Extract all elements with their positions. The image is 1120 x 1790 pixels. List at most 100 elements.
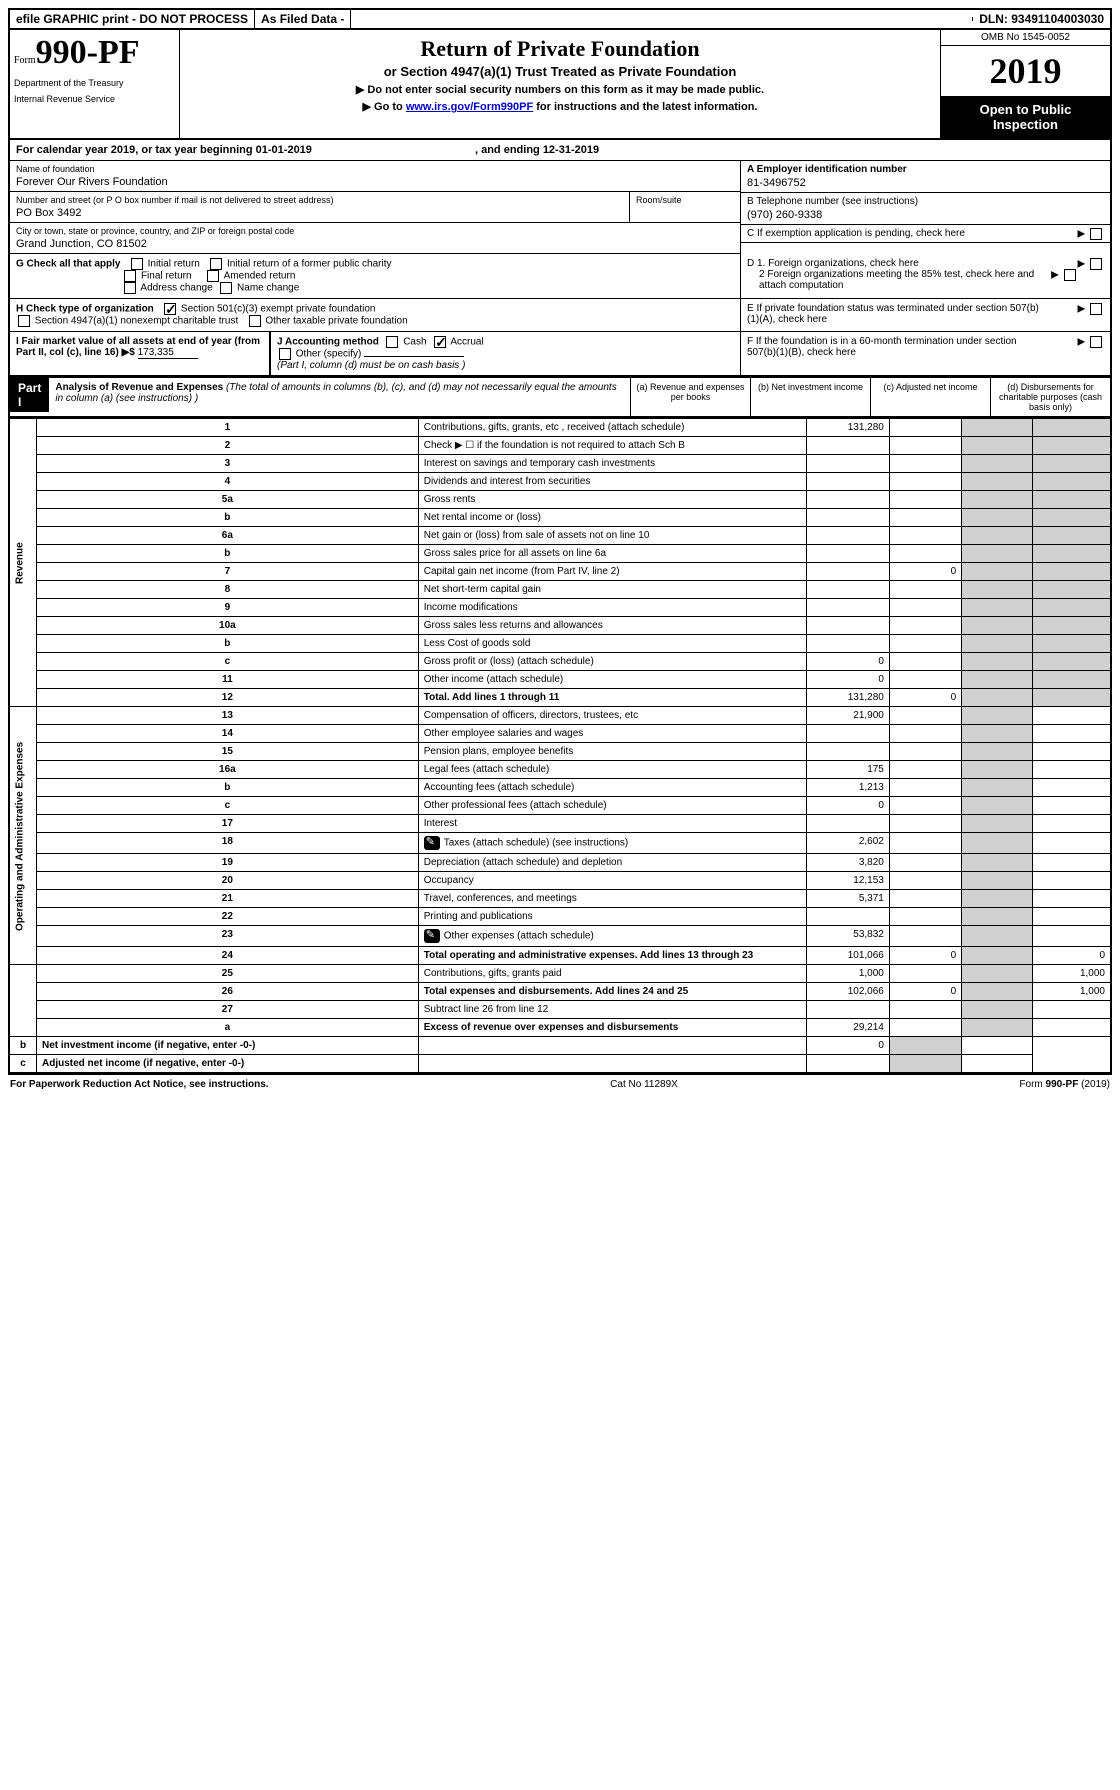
table-row: 4Dividends and interest from securities: [9, 473, 1111, 491]
chk-accrual[interactable]: [434, 336, 446, 348]
line-description: Excess of revenue over expenses and disb…: [418, 1019, 807, 1037]
cell-col-d: [1032, 833, 1111, 854]
line-description: Travel, conferences, and meetings: [418, 890, 807, 908]
tax-year: 2019: [941, 46, 1110, 96]
cell-col-b: 0: [807, 1037, 889, 1055]
line-number: c: [37, 653, 419, 671]
form-header: Form990-PF Department of the Treasury In…: [8, 30, 1112, 140]
topbar-spacer: [351, 17, 973, 21]
table-row: 8Net short-term capital gain: [9, 581, 1111, 599]
line-number: 8: [37, 581, 419, 599]
line-number: 12: [37, 689, 419, 707]
asfiled-label: As Filed Data -: [255, 10, 351, 28]
exemption-checkbox[interactable]: [1090, 228, 1102, 240]
table-row: bNet rental income or (loss): [9, 509, 1111, 527]
cell-col-b: 0: [889, 689, 961, 707]
section-f: F If the foundation is in a 60-month ter…: [740, 332, 1110, 375]
ein-value: 81-3496752: [747, 177, 1104, 189]
cell-col-a: [418, 1055, 807, 1074]
chk-other-method[interactable]: [279, 348, 291, 360]
cell-col-d: [1032, 473, 1111, 491]
cell-col-d: [1032, 908, 1111, 926]
chk-final[interactable]: [124, 270, 136, 282]
col-a-header: (a) Revenue and expenses per books: [630, 378, 750, 416]
cell-col-b: [889, 872, 961, 890]
section-i-j: I Fair market value of all assets at end…: [10, 332, 740, 375]
cell-col-c: [962, 761, 1032, 779]
form-number-box: Form990-PF Department of the Treasury In…: [10, 30, 180, 138]
chk-f[interactable]: [1090, 336, 1102, 348]
line-description: Net rental income or (loss): [418, 509, 807, 527]
line-description: Net gain or (loss) from sale of assets n…: [418, 527, 807, 545]
cell-col-b: [889, 797, 961, 815]
cell-col-d: [1032, 707, 1111, 725]
page-footer: For Paperwork Reduction Act Notice, see …: [8, 1074, 1112, 1094]
cell-col-c: [962, 509, 1032, 527]
cell-col-d: [962, 1037, 1032, 1055]
top-bar: efile GRAPHIC print - DO NOT PROCESS As …: [8, 8, 1112, 30]
line-number: 11: [37, 671, 419, 689]
cell-col-d: [1032, 1019, 1111, 1037]
cell-col-a: 1,000: [807, 965, 889, 983]
cell-col-c: [962, 833, 1032, 854]
attachment-icon[interactable]: [424, 836, 440, 850]
cell-col-d: [1032, 527, 1111, 545]
line-number: 22: [37, 908, 419, 926]
chk-initial[interactable]: [131, 258, 143, 270]
cell-col-d: [962, 1055, 1032, 1074]
cell-col-a: [807, 437, 889, 455]
line-description: Check ▶ ☐ if the foundation is not requi…: [418, 437, 807, 455]
line-number: 24: [37, 947, 419, 965]
cell-col-c: [962, 419, 1032, 437]
cell-col-b: [889, 833, 961, 854]
cell-col-c: [962, 635, 1032, 653]
line-description: Gross sales price for all assets on line…: [418, 545, 807, 563]
table-row: 19Depreciation (attach schedule) and dep…: [9, 854, 1111, 872]
cell-col-a: 0: [807, 797, 889, 815]
chk-address[interactable]: [124, 282, 136, 294]
chk-cash[interactable]: [386, 336, 398, 348]
footer-mid: Cat No 11289X: [610, 1079, 678, 1090]
cell-col-b: [889, 815, 961, 833]
cell-col-c: [962, 779, 1032, 797]
cell-col-b: [889, 965, 961, 983]
chk-name[interactable]: [220, 282, 232, 294]
line-number: 1: [37, 419, 419, 437]
cell-col-c: [962, 854, 1032, 872]
line-description: Other income (attach schedule): [418, 671, 807, 689]
cell-col-d: 0: [1032, 947, 1111, 965]
chk-d1[interactable]: [1090, 258, 1102, 270]
cell-col-a: [807, 509, 889, 527]
cell-col-a: [807, 599, 889, 617]
line-number: 27: [37, 1001, 419, 1019]
line-description: Less Cost of goods sold: [418, 635, 807, 653]
line-number: 14: [37, 725, 419, 743]
line-number: 23: [37, 926, 419, 947]
section-h: H Check type of organization Section 501…: [10, 299, 740, 331]
chk-501c3[interactable]: [164, 303, 176, 315]
part1-header-row: Part I Analysis of Revenue and Expenses …: [8, 377, 1112, 418]
cell-col-c: [962, 581, 1032, 599]
chk-4947[interactable]: [18, 315, 30, 327]
line-description: Net investment income (if negative, ente…: [37, 1037, 419, 1055]
chk-e[interactable]: [1090, 303, 1102, 315]
chk-amended[interactable]: [207, 270, 219, 282]
line-number: b: [37, 635, 419, 653]
fmv-value: 173,335: [138, 347, 198, 359]
cell-col-a: 131,280: [807, 419, 889, 437]
table-row: 10aGross sales less returns and allowanc…: [9, 617, 1111, 635]
ein-cell: A Employer identification number 81-3496…: [741, 161, 1110, 193]
cell-col-c: [962, 815, 1032, 833]
table-row: 18Taxes (attach schedule) (see instructi…: [9, 833, 1111, 854]
cell-col-b: [889, 473, 961, 491]
table-row: aExcess of revenue over expenses and dis…: [9, 1019, 1111, 1037]
irs-link[interactable]: www.irs.gov/Form990PF: [406, 101, 533, 113]
chk-d2[interactable]: [1064, 269, 1076, 281]
chk-other-tax[interactable]: [249, 315, 261, 327]
cell-col-d: [1032, 926, 1111, 947]
line-description: Pension plans, employee benefits: [418, 743, 807, 761]
line-number: 9: [37, 599, 419, 617]
chk-initial-former[interactable]: [210, 258, 222, 270]
attachment-icon[interactable]: [424, 929, 440, 943]
line-description: Total. Add lines 1 through 11: [418, 689, 807, 707]
